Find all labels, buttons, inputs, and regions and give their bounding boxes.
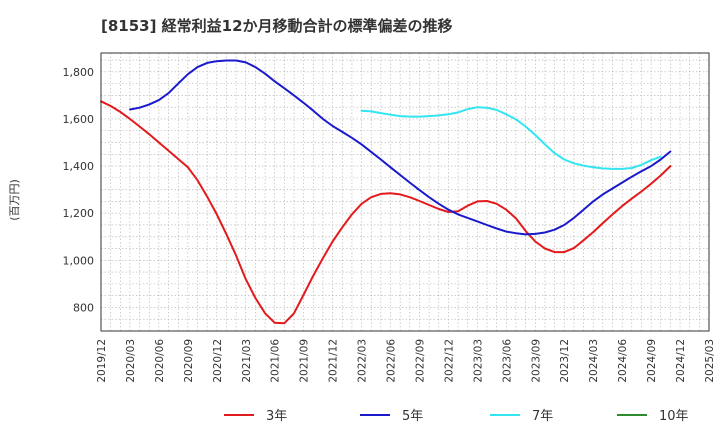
legend: 3年 5年 7年 10年 xyxy=(224,409,689,424)
series-lines xyxy=(100,59,672,325)
y-tick-label: 1,600 xyxy=(63,113,95,126)
y-tick-label: 1,400 xyxy=(63,160,95,173)
plot-area xyxy=(101,53,709,331)
x-tick-label: 2022/06 xyxy=(386,339,398,383)
grid-lines xyxy=(100,53,710,331)
legend-label: 3年 xyxy=(266,409,287,424)
x-tick-label: 2023/03 xyxy=(472,339,484,383)
x-tick-label: 2024/12 xyxy=(675,339,687,383)
legend-label: 7年 xyxy=(532,409,553,424)
legend-label: 10年 xyxy=(659,409,689,424)
chart-title: [8153] 経常利益12か月移動合計の標準偏差の推移 xyxy=(101,17,453,35)
x-tick-label: 2023/06 xyxy=(501,339,513,383)
x-tick-label: 2024/03 xyxy=(588,339,600,383)
plot-frame xyxy=(100,52,710,332)
x-tick-label: 2020/09 xyxy=(183,339,195,383)
legend-label: 5年 xyxy=(402,409,423,424)
series-line xyxy=(100,100,672,325)
axes: 800 1,000 1,200 1,400 1,600 1,800 2019/12 2020/… xyxy=(63,52,716,383)
x-tick-label: 2022/12 xyxy=(443,339,455,383)
y-axis-label: (百万円) xyxy=(8,179,21,221)
x-tick-label: 2019/12 xyxy=(96,339,108,383)
x-tick-label: 2025/03 xyxy=(704,339,716,383)
x-tick-label: 2021/12 xyxy=(328,339,340,383)
x-tick-label: 2020/12 xyxy=(212,339,224,383)
series-line xyxy=(360,106,662,170)
x-tick-label: 2023/12 xyxy=(559,339,571,383)
x-tick-label: 2022/03 xyxy=(357,339,369,383)
series-line xyxy=(129,59,672,236)
x-tick-label: 2024/09 xyxy=(646,339,658,383)
y-tick-label: 800 xyxy=(73,301,94,314)
x-tick-label: 2023/09 xyxy=(530,339,542,383)
x-tick-label: 2021/09 xyxy=(299,339,311,383)
x-tick-label: 2020/03 xyxy=(125,339,137,383)
x-tick-label: 2021/06 xyxy=(270,339,282,383)
y-tick-label: 1,200 xyxy=(63,207,95,220)
x-tick-label: 2021/03 xyxy=(241,339,253,383)
x-tick-label: 2020/06 xyxy=(154,339,166,383)
y-tick-label: 1,000 xyxy=(63,254,95,267)
x-tick-label: 2024/06 xyxy=(617,339,629,383)
x-tick-label: 2022/09 xyxy=(414,339,426,383)
y-tick-label: 1,800 xyxy=(63,66,95,79)
